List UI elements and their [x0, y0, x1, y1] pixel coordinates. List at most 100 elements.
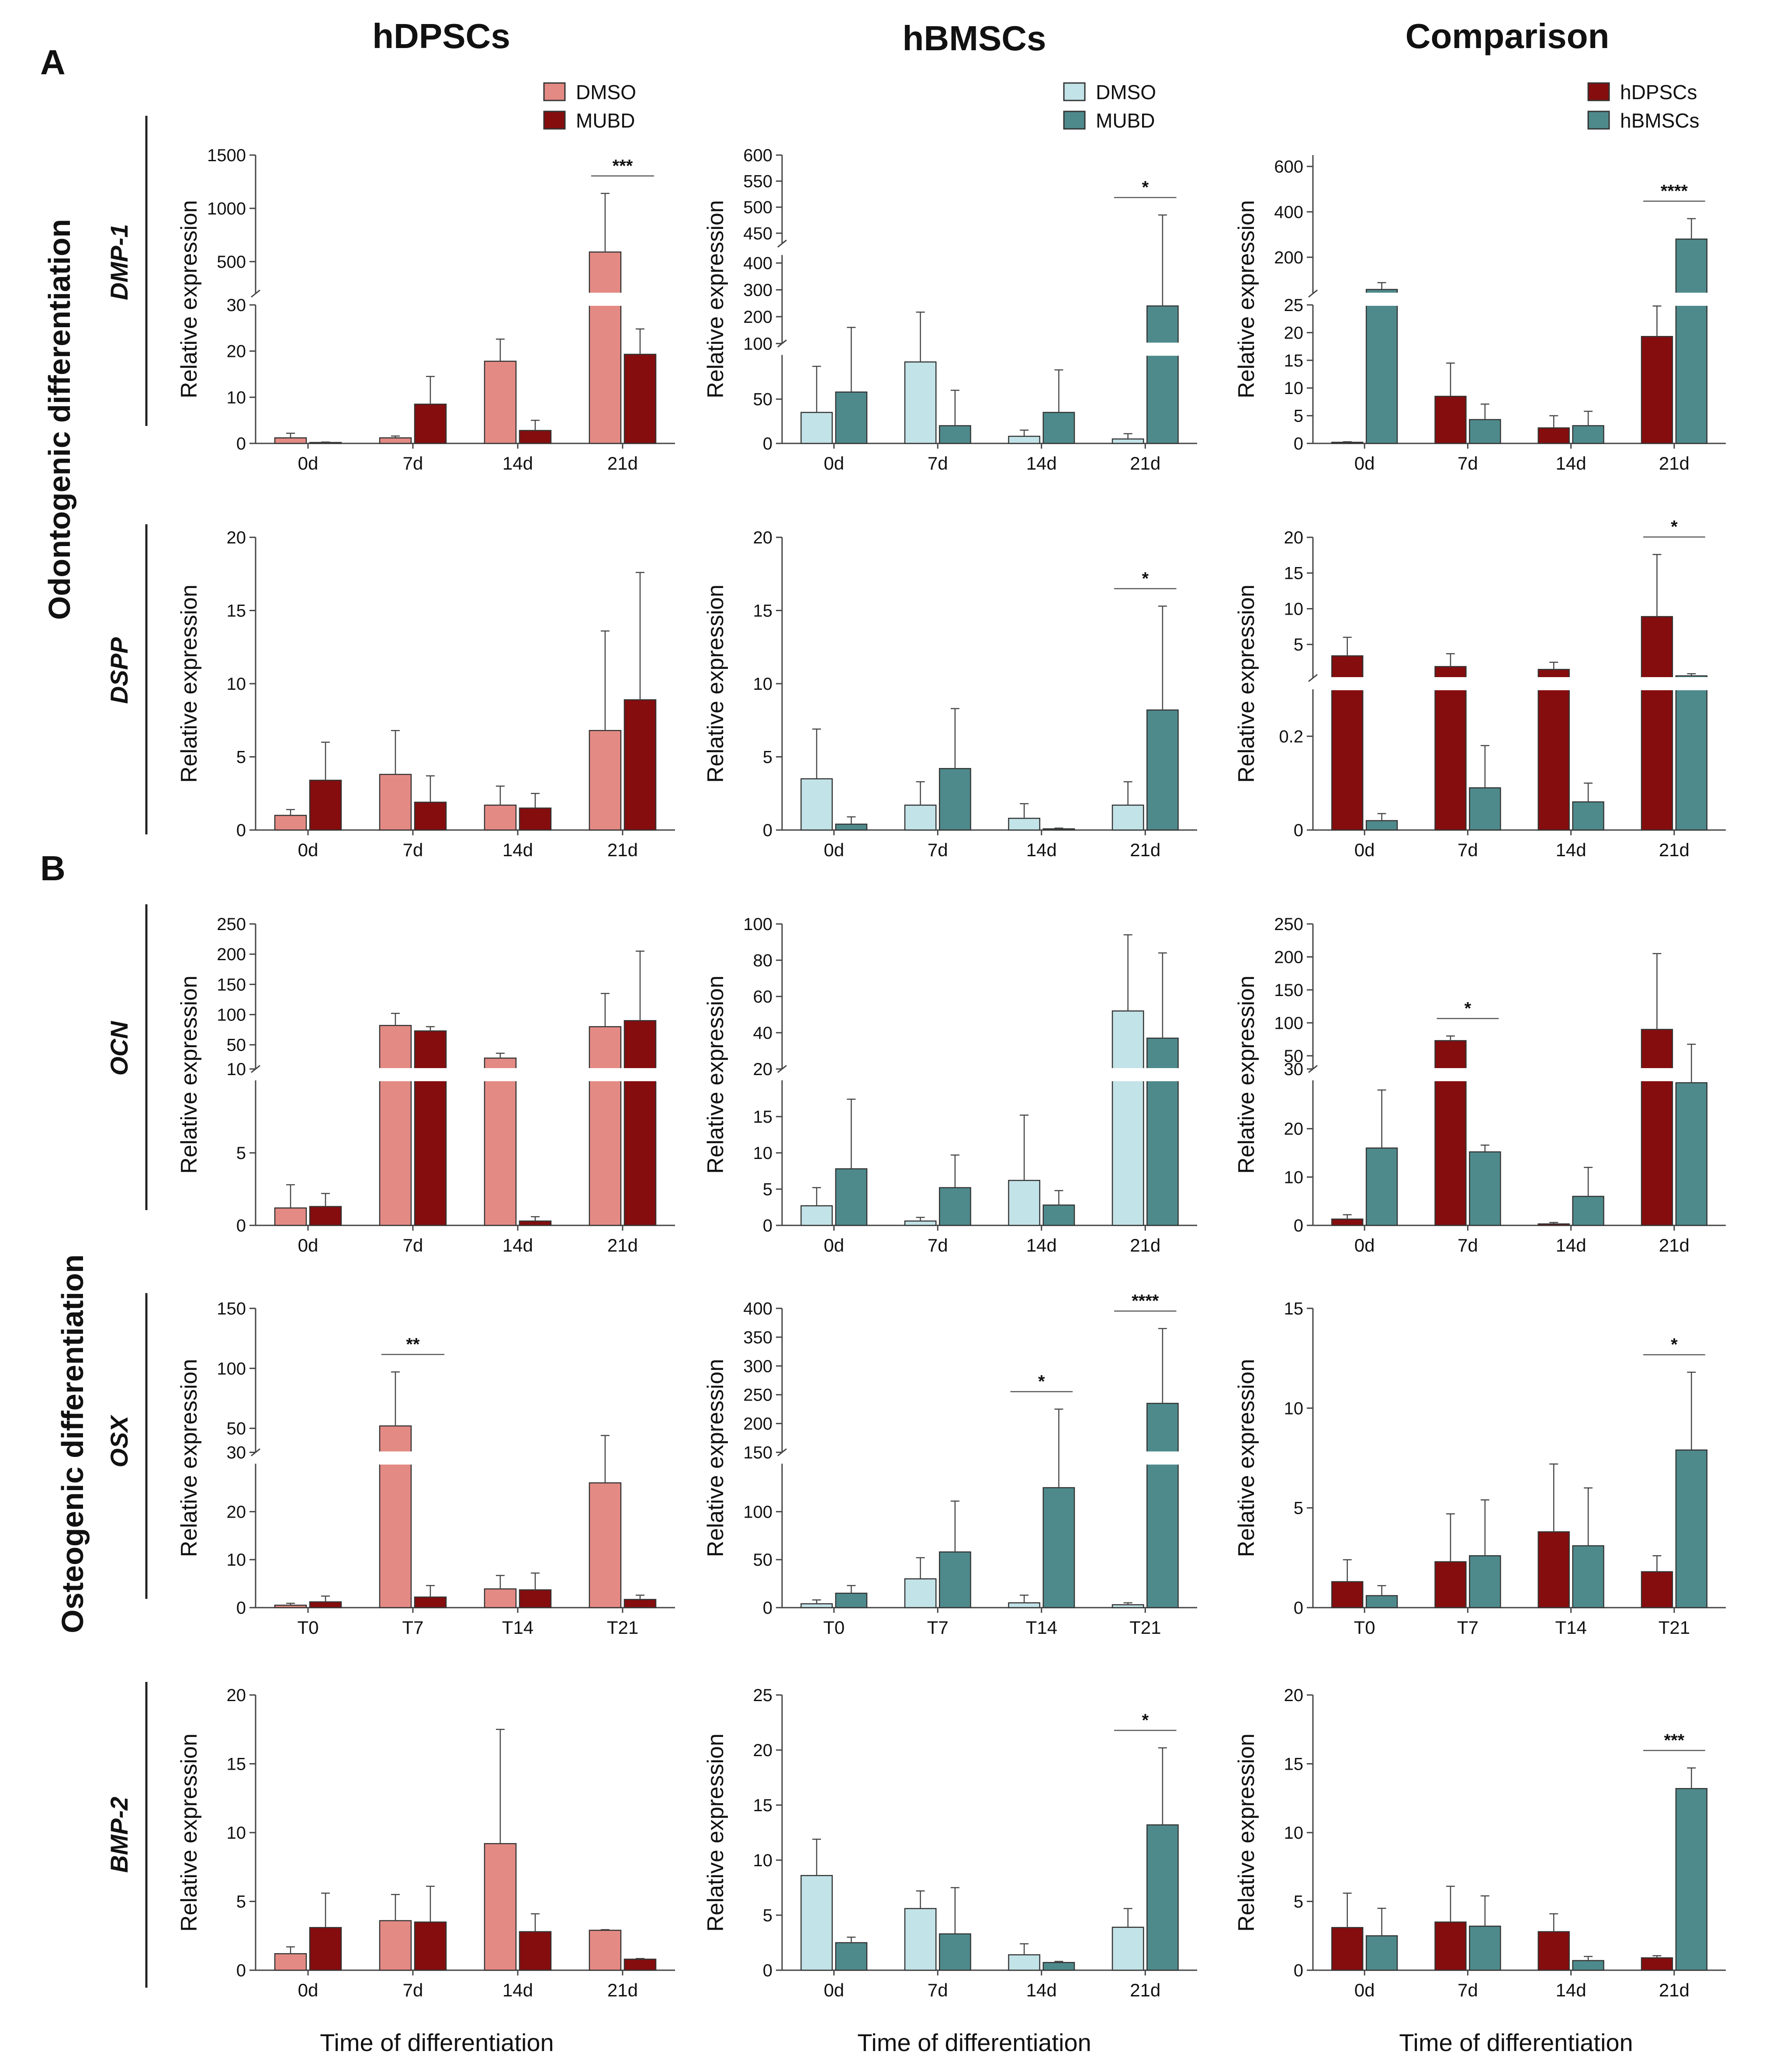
y-tick-label: 50: [1284, 1047, 1304, 1066]
bar-dmso-21d: [589, 730, 622, 831]
legend-swatch-mubd-hbmsc: [1063, 111, 1086, 130]
bar-break-gap: [483, 1068, 518, 1081]
legend-swatch-dmso-hdpsc: [543, 82, 566, 101]
y-tick-label: 50: [753, 1550, 773, 1570]
axis-break-mark: [1308, 674, 1318, 682]
y-tick-label: 0: [1294, 1598, 1303, 1618]
x-tick-label: T14: [1026, 1617, 1057, 1638]
y-tick-label: 0: [763, 1961, 772, 1980]
x-tick-label: 0d: [1354, 1235, 1375, 1256]
bar-hbmscs-0d: [1365, 1147, 1398, 1226]
bar-break-gap: [1433, 677, 1468, 690]
y-tick-label: 5: [763, 1906, 772, 1925]
x-tick-label: 0d: [824, 1980, 844, 2000]
x-tick-label: T0: [297, 1617, 319, 1638]
axis-break-mark: [251, 1065, 260, 1073]
bar-hbmscs-T14: [1572, 1545, 1604, 1608]
bar-dmso-14d: [484, 1057, 517, 1226]
y-tick-label: 450: [743, 224, 772, 243]
bar-hdpscs-T0: [1331, 1581, 1364, 1608]
y-tick-label: 80: [753, 951, 773, 970]
bar-break-gap: [1640, 1068, 1674, 1081]
y-tick-label: 250: [1274, 915, 1303, 934]
y-axis-title: Relative expression: [1234, 585, 1259, 783]
y-tick-label: 300: [743, 1357, 772, 1376]
chart-osx-hdpscs: Relative expression 0 10 20 30 50 100 150 T0 T7 T1…: [177, 1299, 675, 1638]
bar-hbmscs-7d: [1469, 419, 1501, 444]
y-axis-title: Relative expression: [703, 975, 728, 1174]
x-tick-label: 0d: [1354, 1980, 1375, 2000]
bar-dmso-14d: [484, 804, 517, 831]
bar-dmso-0d: [800, 1205, 833, 1226]
x-tick-label: 21d: [607, 1235, 638, 1256]
x-tick-label: 14d: [1556, 1235, 1586, 1256]
y-axis-title: Relative expression: [177, 1359, 202, 1557]
significance-marker: *: [1142, 178, 1149, 197]
y-tick-label: 400: [1274, 203, 1303, 222]
x-tick-label: 0d: [824, 453, 844, 474]
legend-label-hdpscs: hDPSCs: [1620, 81, 1697, 104]
bar-dmso-21d: [589, 251, 622, 444]
y-tick-label: 5: [1294, 635, 1303, 654]
y-tick-label: 15: [227, 1755, 246, 1774]
bar-mubd-7d: [414, 1921, 447, 1971]
bar-dmso-0d: [274, 1207, 307, 1226]
bar-mubd-21d: [1146, 1824, 1179, 1971]
bar-hdpscs-T14: [1537, 1531, 1570, 1608]
x-tick-label: 0d: [298, 1980, 319, 2000]
bar-hdpscs-0d: [1331, 442, 1364, 444]
legend-hdpsc: DMSO MUBD: [543, 81, 636, 132]
legend-hbmsc: DMSO MUBD: [1063, 81, 1156, 132]
y-tick-label: 5: [236, 1892, 246, 1912]
y-axis-title: Relative expression: [1234, 975, 1259, 1174]
y-tick-label: 20: [1284, 528, 1304, 547]
legend-label-hbmscs: hBMSCs: [1620, 109, 1699, 132]
y-tick-label: 0: [763, 1598, 772, 1618]
bar-dmso-7d: [379, 1920, 412, 1971]
bar-break-gap: [413, 1068, 448, 1081]
bar-mubd-0d: [309, 1206, 342, 1226]
gene-label-ocn: OCN: [105, 1020, 133, 1076]
x-tick-label: 0d: [1354, 840, 1375, 860]
y-tick-label: 150: [1274, 981, 1303, 1000]
bar-break-gap: [588, 1068, 623, 1081]
x-tick-label: 21d: [1659, 1980, 1690, 2000]
bar-dmso-14d: [484, 1843, 517, 1971]
y-tick-label: 100: [743, 1502, 772, 1522]
y-tick-label: 100: [1274, 1014, 1303, 1033]
bar-dmso-0d: [274, 815, 307, 831]
bar-hdpscs-14d: [1537, 669, 1570, 831]
y-axis-title: Relative expression: [703, 1359, 728, 1557]
bar-dmso-7d: [379, 774, 412, 831]
bar-mubd-T7: [414, 1596, 447, 1608]
x-tick-label: 0d: [298, 1235, 319, 1256]
bar-mubd-7d: [939, 1187, 971, 1226]
bar-mubd-7d: [414, 1030, 447, 1226]
x-tick-label: 7d: [403, 1235, 423, 1256]
y-axis-title: Relative expression: [703, 585, 728, 783]
bar-mubd-0d: [309, 779, 342, 831]
x-tick-label: 7d: [928, 453, 948, 474]
y-tick-label: 10: [1284, 1168, 1304, 1187]
bar-mubd-21d: [1146, 305, 1179, 444]
y-tick-label: 0: [763, 434, 772, 453]
y-tick-label: 10: [753, 675, 773, 694]
axis-break-mark: [1308, 1065, 1318, 1073]
bar-break-gap: [1433, 1068, 1468, 1081]
section-label-a: A: [40, 43, 66, 82]
y-tick-label: 350: [743, 1328, 772, 1347]
bar-mubd-21d: [1146, 709, 1179, 831]
bar-dmso-0d: [800, 1875, 833, 1971]
chart-bmp2-hdpscs: Relative expression 0 5 10 15 20 0d 7d 14d 21d: [177, 1686, 675, 2000]
x-tick-label: T7: [927, 1617, 949, 1638]
x-tick-label: 21d: [607, 453, 638, 474]
bar-dmso-T0: [274, 1605, 307, 1608]
bar-break-gap: [588, 293, 623, 306]
x-tick-label: 14d: [502, 453, 533, 474]
bar-mubd-T0: [309, 1601, 342, 1608]
bar-dmso-14d: [1008, 1954, 1040, 1971]
x-tick-label: T0: [1354, 1617, 1375, 1638]
x-tick-label: 7d: [1458, 840, 1478, 860]
